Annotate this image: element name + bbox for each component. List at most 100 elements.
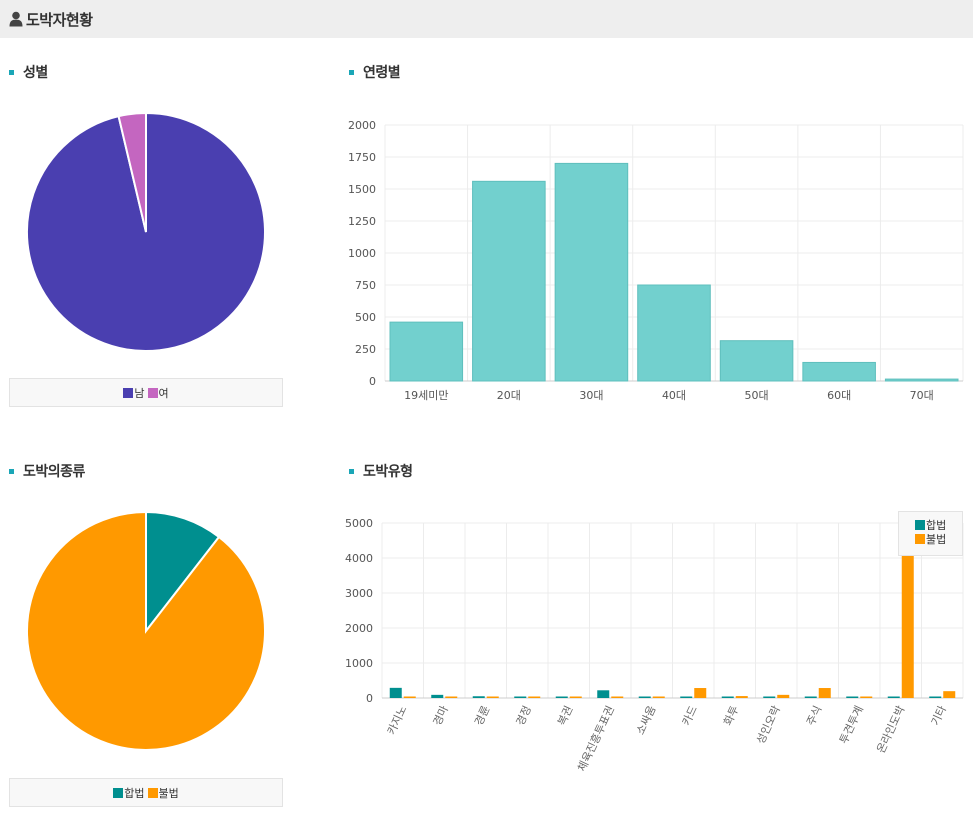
bar[interactable] (472, 180, 546, 382)
x-tick-label: 온라인도박 (874, 704, 907, 755)
bar[interactable] (802, 361, 876, 382)
section-label: 도박유형 (363, 464, 413, 480)
bar[interactable] (472, 696, 485, 698)
bar[interactable] (929, 696, 942, 699)
y-tick-label: 500 (355, 311, 376, 324)
person-icon (9, 11, 23, 27)
bar[interactable] (486, 696, 499, 699)
x-tick-label: 70대 (910, 389, 934, 402)
bar[interactable] (637, 284, 711, 382)
x-tick-label: 30대 (579, 389, 603, 402)
y-tick-label: 3000 (345, 587, 373, 600)
section-label: 연령별 (363, 65, 401, 81)
y-tick-label: 0 (369, 375, 376, 388)
bar[interactable] (943, 691, 956, 698)
section-title-gender: 성별 (9, 62, 48, 82)
y-tick-label: 1000 (345, 657, 373, 670)
gender-legend: 남 여 (9, 378, 283, 407)
x-tick-label: 복권 (555, 704, 575, 728)
y-tick-label: 4000 (345, 552, 373, 565)
age-bar-chart: 0 250 500 750 1000 1250 1500 1750 2000 19세미만 20대 30… (348, 119, 964, 402)
bar[interactable] (735, 696, 748, 698)
bullet-icon (9, 468, 14, 474)
bar[interactable] (694, 688, 707, 698)
bar[interactable] (611, 696, 624, 699)
section-title-age: 연령별 (349, 62, 401, 82)
pie-slice-b[interactable] (26, 511, 266, 751)
pie-slice-b[interactable] (117, 112, 147, 233)
x-tick-label: 19세미만 (404, 389, 448, 402)
bar[interactable] (804, 696, 817, 699)
bar[interactable] (719, 340, 794, 382)
page-title: 도박자현황 (26, 10, 93, 29)
legend-swatch (915, 520, 925, 530)
x-tick-label: 40대 (662, 389, 686, 402)
bar[interactable] (514, 696, 527, 699)
legend-item-male[interactable]: 남 (123, 385, 145, 401)
legality-pie-chart (26, 511, 266, 751)
bar[interactable] (445, 696, 458, 699)
x-tick-label: 체육진흥투표권 (574, 703, 617, 773)
bar[interactable] (763, 696, 776, 699)
x-tick-label: 기타 (929, 704, 949, 728)
x-tick-label: 투견투계 (837, 704, 866, 746)
legend-label: 여 (158, 386, 169, 400)
bar[interactable] (597, 690, 610, 698)
bullet-icon (349, 468, 354, 474)
bar[interactable] (389, 687, 402, 698)
bar[interactable] (528, 696, 541, 699)
legend-item-female[interactable]: 여 (145, 385, 169, 401)
bar[interactable] (680, 696, 693, 699)
bar[interactable] (860, 696, 873, 699)
bullet-icon (349, 69, 354, 75)
legend-label: 합법 (124, 786, 145, 800)
y-tick-label: 5000 (345, 517, 373, 530)
type-legend: 합법 불법 (898, 511, 963, 556)
legend-item-legal[interactable]: 합법 (915, 518, 962, 532)
x-tick-label: 화투 (721, 704, 741, 728)
bar[interactable] (431, 694, 444, 698)
bar[interactable] (884, 378, 959, 382)
legend-item-illegal[interactable]: 불법 (915, 532, 962, 546)
bar[interactable] (887, 696, 900, 699)
y-tick-label: 2000 (348, 119, 376, 132)
bar[interactable] (901, 524, 914, 698)
legend-swatch (915, 534, 925, 544)
x-tick-label: 경정 (514, 704, 534, 728)
section-title-legality: 도박의종류 (9, 461, 85, 481)
y-tick-label: 2000 (345, 622, 373, 635)
bar[interactable] (818, 688, 831, 698)
section-label: 도박의종류 (23, 464, 85, 480)
bar[interactable] (777, 694, 790, 698)
bar[interactable] (403, 696, 416, 699)
y-tick-label: 1250 (348, 215, 376, 228)
x-tick-label: 주식 (804, 704, 824, 728)
legend-item-illegal[interactable]: 불법 (145, 785, 179, 801)
bullet-icon (9, 69, 14, 75)
bar[interactable] (555, 696, 568, 699)
legality-legend: 합법 불법 (9, 778, 283, 807)
bar[interactable] (554, 162, 629, 382)
bar[interactable] (569, 696, 582, 699)
y-tick-label: 1750 (348, 151, 376, 164)
bar[interactable] (389, 321, 464, 382)
x-tick-label: 카드 (680, 704, 700, 728)
bar[interactable] (652, 696, 665, 699)
legend-swatch (147, 787, 158, 798)
legend-label: 불법 (158, 786, 179, 800)
legend-swatch (123, 387, 134, 398)
legend-swatch (113, 787, 124, 798)
legend-label: 합법 (926, 519, 947, 532)
y-tick-label: 1000 (348, 247, 376, 260)
page-header: 도박자현황 (0, 0, 973, 38)
type-bar-chart: 0 1000 2000 3000 4000 5000 카지노 경마 경륜 경정 복권 체육진흥투표권 소… (345, 517, 964, 773)
bar[interactable] (721, 696, 734, 699)
x-tick-label: 50대 (745, 389, 769, 402)
legend-item-legal[interactable]: 합법 (113, 785, 145, 801)
bar[interactable] (846, 696, 859, 699)
pie-slice-a[interactable] (145, 511, 221, 634)
x-tick-label: 60대 (827, 389, 851, 402)
y-tick-label: 250 (355, 343, 376, 356)
x-tick-label: 카지노 (385, 704, 410, 737)
bar[interactable] (638, 696, 651, 699)
